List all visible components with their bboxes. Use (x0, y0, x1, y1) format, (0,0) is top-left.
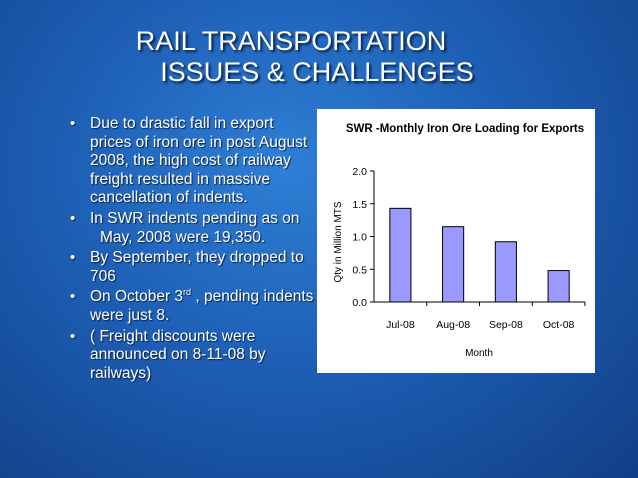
bullet-item-4: • On October 3rd , pending indents were … (66, 288, 316, 325)
bullet-text-1: Due to drastic fall in export prices of … (90, 115, 308, 207)
y-axis-label: Qty in Million MTS (333, 201, 344, 282)
bullet-item-5: • ( Freight discounts were announced on … (66, 328, 316, 384)
chart-canvas: SWR -Monthly Iron Ore Loading for Export… (333, 123, 586, 359)
y-tick-label: 0.0 (352, 297, 367, 309)
bullet-icon: • (70, 249, 76, 267)
slide-title-line-1: RAIL TRANSPORTATION (135, 26, 447, 56)
bullet-text-5: ( Freight discounts were announced on 8-… (90, 327, 266, 382)
x-tick-label: Oct-08 (543, 319, 575, 331)
x-tick-label: Jul-08 (386, 319, 415, 331)
y-tick-label: 1.5 (352, 199, 367, 211)
bars-group (389, 207, 570, 303)
y-tick-label: 1.0 (352, 232, 367, 244)
slide-title-line-2: ISSUES & CHALLENGES (160, 57, 474, 87)
x-tick-label: Aug-08 (436, 319, 470, 331)
bar-oct-08 (547, 270, 570, 303)
bar-sep-08 (494, 241, 517, 303)
chart-title: SWR -Monthly Iron Ore Loading for Export… (346, 123, 584, 135)
bullet-text-4a: On October 3 (90, 288, 184, 306)
bullet-item-2: • In SWR indents pending as on May, 2008… (66, 210, 316, 247)
x-axis-label: Month (465, 348, 493, 359)
bar-chart: SWR -Monthly Iron Ore Loading for Export… (317, 109, 595, 373)
bullet-item-3: • By September, they dropped to 706 (66, 249, 316, 286)
bullet-list: • Due to drastic fall in export prices o… (66, 115, 316, 385)
bullet-ordinal: rd (183, 287, 192, 298)
bullet-icon: • (70, 288, 76, 306)
bullet-text-2b: May, 2008 were 19,350. (100, 228, 266, 246)
bullet-icon: • (70, 209, 76, 227)
bullet-icon: • (70, 115, 76, 132)
bullet-text-2: In SWR indents pending as on (90, 209, 300, 227)
y-axis-ticks: 0.0 0.5 1.0 1.5 2.0 (352, 166, 374, 309)
x-tick-label: Sep-08 (489, 319, 523, 331)
y-tick-label: 2.0 (352, 166, 367, 178)
bullet-item-1: • Due to drastic fall in export prices o… (66, 115, 316, 208)
bar-aug-08 (442, 226, 465, 303)
x-axis-ticks: Jul-08 Aug-08 Sep-08 Oct-08 (386, 302, 586, 331)
y-tick-label: 0.5 (352, 264, 367, 276)
bullet-text-3: By September, they dropped to 706 (90, 249, 304, 285)
bullet-text-4b: , pending indents were just 8. (90, 288, 314, 324)
slide-title: RAIL TRANSPORTATION ISSUES & CHALLENGES (0, 26, 638, 88)
bullet-icon: • (70, 327, 76, 345)
bar-jul-08 (389, 207, 412, 303)
